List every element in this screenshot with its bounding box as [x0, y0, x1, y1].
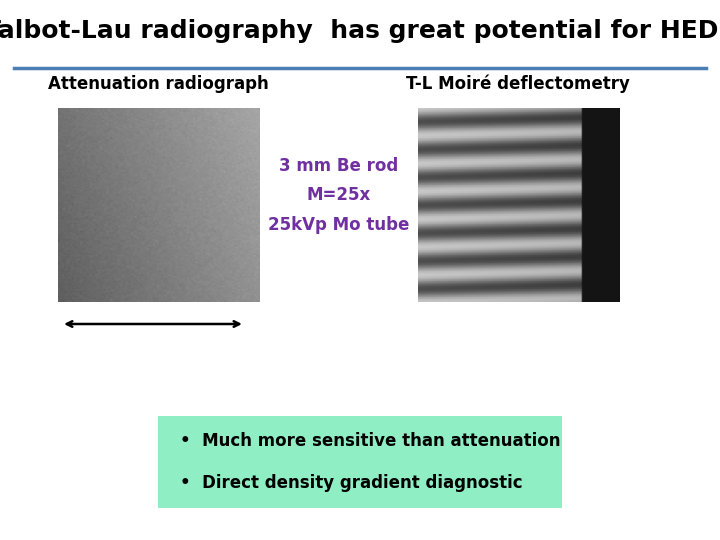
- Text: 3 mm Be rod
M=25x
25kVp Mo tube: 3 mm Be rod M=25x 25kVp Mo tube: [268, 157, 409, 234]
- Text: •  Direct density gradient diagnostic: • Direct density gradient diagnostic: [180, 474, 523, 492]
- Text: Talbot-Lau radiography  has great potential for HEDP: Talbot-Lau radiography has great potenti…: [0, 19, 720, 43]
- Text: T-L Moiré deflectometry: T-L Moiré deflectometry: [407, 75, 630, 93]
- FancyBboxPatch shape: [158, 416, 562, 508]
- Text: Attenuation radiograph: Attenuation radiograph: [48, 75, 269, 93]
- Text: •  Much more sensitive than attenuation: • Much more sensitive than attenuation: [180, 431, 560, 450]
- FancyArrowPatch shape: [67, 321, 239, 327]
- Text: 1 mm: 1 mm: [108, 264, 160, 282]
